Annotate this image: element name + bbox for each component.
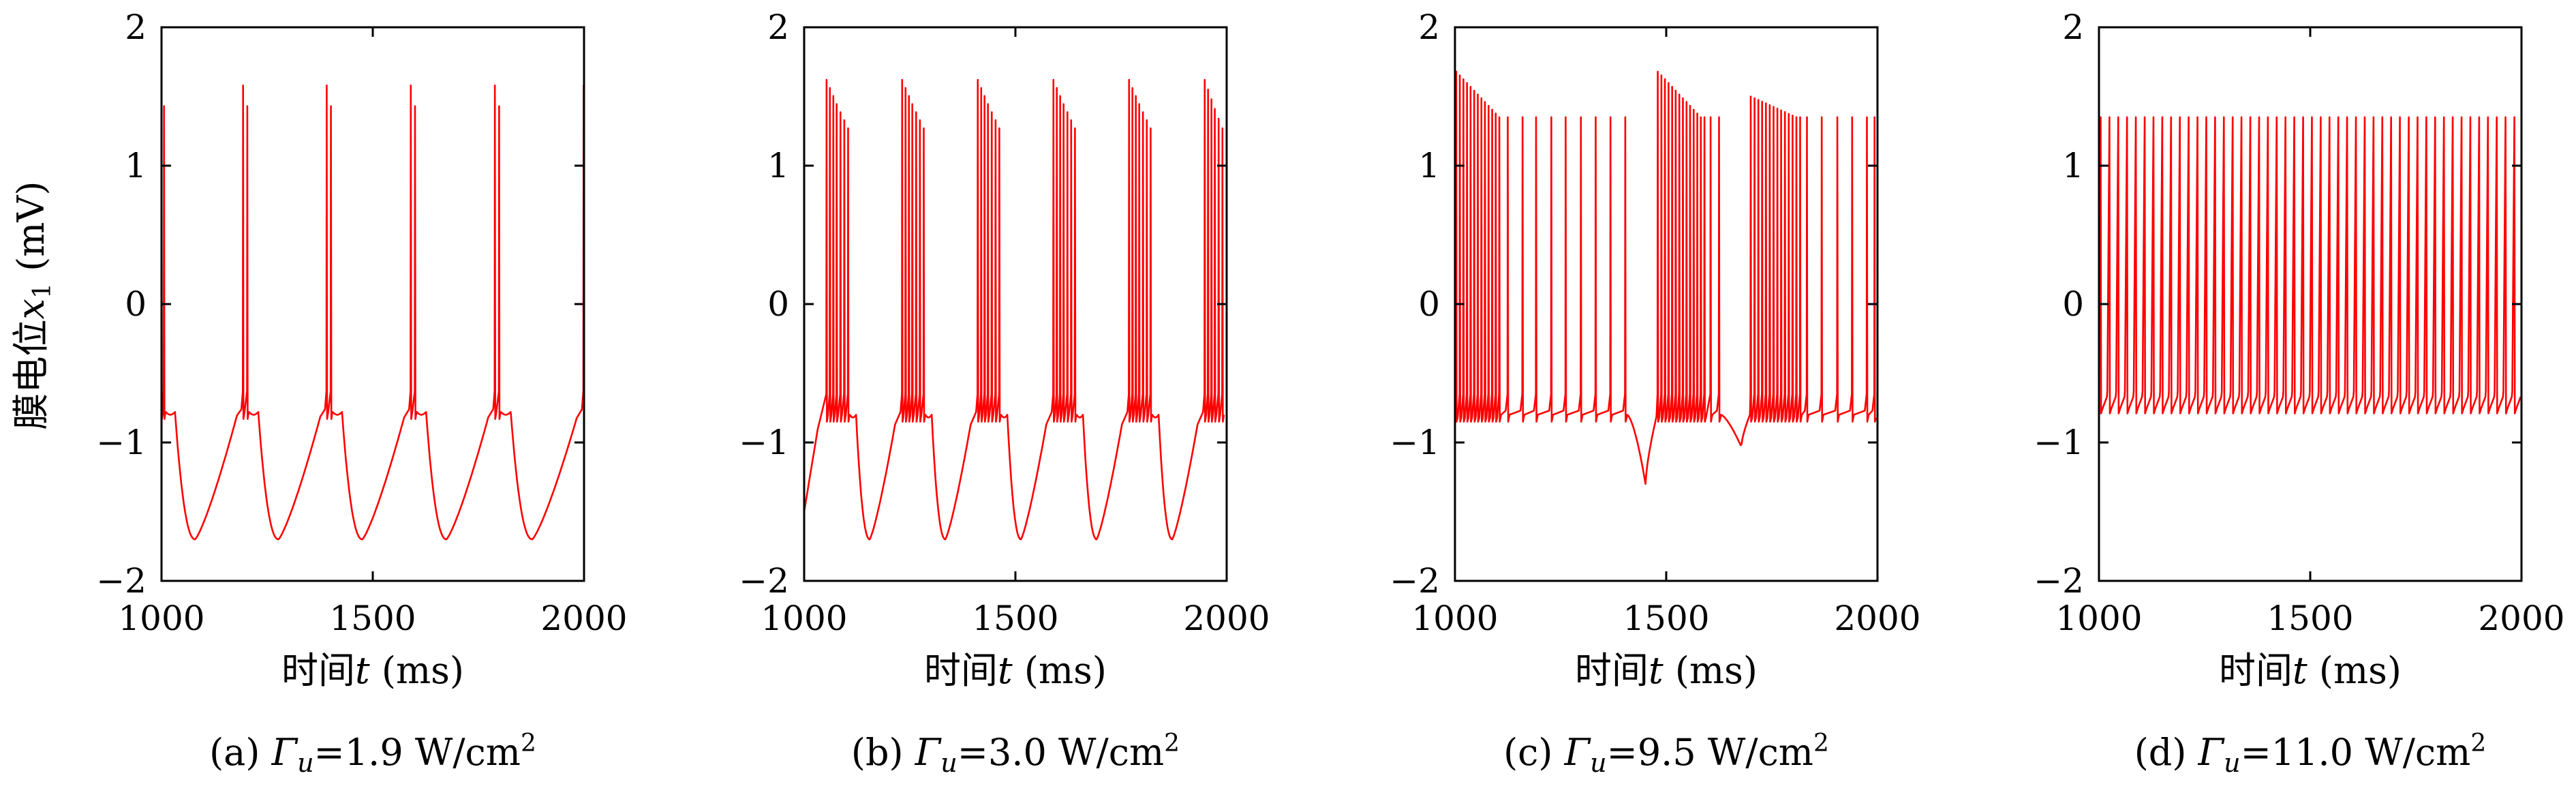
panel-d: −2 −1 0 1 2 1000 1500 2000 时间t (ms) (d) Γu=11.0 W… [2034, 7, 2564, 778]
x-tick-label-c: 2000 [1834, 599, 1920, 638]
panel-c: −2 −1 0 1 2 1000 1500 2000 时间t (ms) (c) Γu=9.5 W/… [1390, 7, 1920, 778]
y-tick-label-d: −2 [2034, 561, 2084, 601]
x-axis-label-b: 时间t (ms) [924, 649, 1107, 692]
y-tick-label-a: −1 [96, 423, 147, 462]
y-tick-label-c: 1 [1418, 146, 1440, 185]
x-tick-label-c: 1000 [1411, 599, 1498, 638]
y-tick-label-c: 0 [1418, 284, 1440, 324]
y-tick-label-a: 0 [125, 284, 147, 324]
panel-a: −2 −1 0 1 2 1000 1500 2000 时间t (ms) (a) Γu=1.9 W/… [96, 7, 627, 778]
x-tick-label-d: 1000 [2055, 599, 2142, 638]
y-axis-label: 膜电位x1 (mV) [10, 181, 57, 430]
y-tick-label-c: −1 [1390, 423, 1440, 462]
series-line-a [162, 85, 584, 541]
series-line-d [2099, 116, 2521, 415]
x-axis-label-a: 时间t (ms) [281, 649, 464, 692]
caption-b: (b) Γu=3.0 W/cm2 [851, 730, 1180, 778]
caption-c: (c) Γu=9.5 W/cm2 [1503, 730, 1829, 778]
caption-d: (d) Γu=11.0 W/cm2 [2134, 730, 2487, 778]
y-tick-label-d: 1 [2062, 146, 2084, 185]
y-tick-label-a: −2 [96, 561, 147, 601]
y-tick-label-d: −1 [2034, 423, 2084, 462]
y-tick-label-d: 2 [2062, 7, 2084, 47]
panel-b: −2 −1 0 1 2 1000 1500 2000 时间t (ms) (b) Γu=3.0 W/… [739, 7, 1270, 778]
x-tick-label-a: 1000 [118, 599, 204, 638]
plot-frame-c [1454, 26, 1879, 582]
x-tick-label-d: 1500 [2267, 599, 2353, 638]
x-tick-label-b: 1000 [761, 599, 847, 638]
x-tick-label-b: 1500 [972, 599, 1058, 638]
y-tick-label-b: 2 [767, 7, 789, 47]
x-tick-label-a: 2000 [540, 599, 627, 638]
y-tick-label-b: 0 [767, 284, 789, 324]
series-line-c [1455, 70, 1877, 485]
y-tick-label-a: 1 [125, 146, 147, 185]
caption-a: (a) Γu=1.9 W/cm2 [209, 730, 536, 778]
y-tick-label-b: −1 [739, 423, 789, 462]
x-tick-label-a: 1500 [329, 599, 416, 638]
y-tick-label-b: 1 [767, 146, 789, 185]
y-tick-label-b: −2 [739, 561, 789, 601]
y-tick-label-a: 2 [125, 7, 147, 47]
x-axis-label-d: 时间t (ms) [2219, 649, 2402, 692]
x-tick-label-b: 2000 [1183, 599, 1270, 638]
x-tick-label-d: 2000 [2478, 599, 2564, 638]
plot-frame-a [160, 26, 585, 582]
y-tick-label-d: 0 [2062, 284, 2084, 324]
y-tick-label-c: −2 [1390, 561, 1440, 601]
x-axis-label-c: 时间t (ms) [1575, 649, 1758, 692]
series-line-b [804, 78, 1225, 541]
x-tick-label-c: 1500 [1623, 599, 1709, 638]
y-tick-label-c: 2 [1418, 7, 1440, 47]
